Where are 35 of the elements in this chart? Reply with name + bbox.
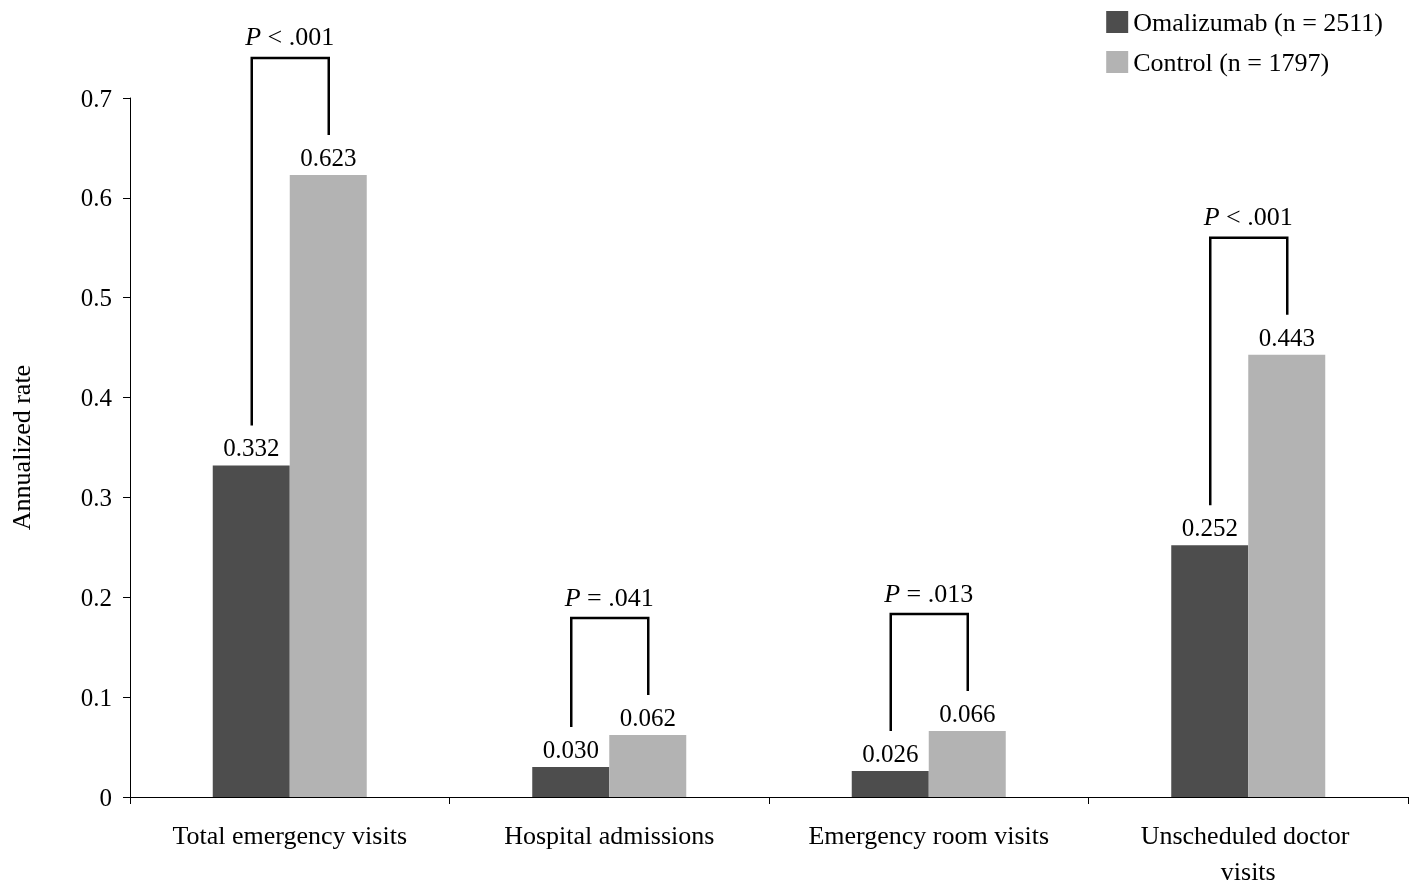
- y-tick-label: 0.7: [80, 84, 112, 112]
- data-label: 0.062: [619, 704, 676, 732]
- data-label: 0.026: [862, 740, 919, 768]
- data-label: 0.332: [223, 434, 280, 462]
- y-tick-label: 0.6: [80, 184, 112, 212]
- y-tick-label: 0.1: [80, 683, 112, 711]
- x-tick-label: Unscheduled doctor visits: [1140, 820, 1356, 886]
- y-tick-label: 0.5: [80, 284, 112, 312]
- bar: [212, 465, 290, 797]
- bar: [1248, 354, 1326, 797]
- y-tick-label: 0.3: [80, 483, 112, 511]
- annotation: P = .041: [563, 582, 654, 612]
- y-tick-label: 0: [99, 783, 112, 811]
- x-tick-label: Hospital admissions: [504, 820, 715, 850]
- y-axis-title: Annualized rate: [6, 364, 36, 531]
- data-label: 0.030: [542, 736, 599, 764]
- y-tick-label: 0.4: [80, 384, 113, 412]
- data-label: 0.623: [300, 143, 357, 171]
- bar: [1171, 545, 1249, 797]
- x-tick-label: Emergency room visits: [808, 820, 1050, 850]
- x-tick-label: Total emergency visits: [172, 820, 408, 850]
- annotation: P = .013: [883, 578, 974, 608]
- text: P < .001: [244, 22, 335, 52]
- y-tick-label: 0.2: [80, 583, 112, 611]
- bar: [609, 735, 687, 797]
- annotation: P < .001: [1202, 202, 1293, 232]
- bar: [928, 731, 1006, 797]
- legend-label: Omalizumab (n = 2511): [1133, 7, 1384, 37]
- bar: [532, 767, 610, 797]
- data-label: 0.252: [1181, 514, 1238, 542]
- bar: [851, 771, 929, 797]
- bar: [289, 174, 367, 797]
- legend-label: Control (n = 1797): [1133, 47, 1330, 77]
- data-label: 0.066: [939, 700, 996, 728]
- data-label: 0.443: [1258, 323, 1315, 351]
